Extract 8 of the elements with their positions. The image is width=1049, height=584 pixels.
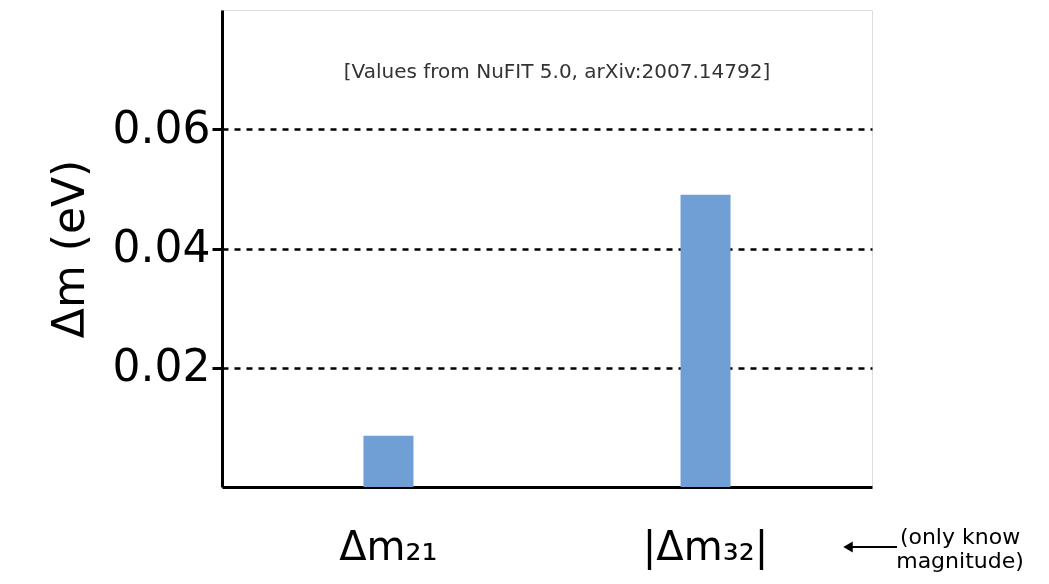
- x-tick-label: Δm₂₁: [339, 522, 438, 569]
- text: (only know magnitude): [896, 524, 1024, 573]
- annotation: [Values from NuFIT 5.0, arXiv:2007.14792]: [343, 59, 771, 83]
- y-tick-label: 0.06: [112, 101, 211, 153]
- y-axis-title: Δm (eV): [42, 159, 94, 339]
- x-tick-label: |Δm₃₂|: [642, 522, 769, 570]
- y-tick-label: 0.04: [112, 221, 211, 272]
- y-tick-label: 0.02: [112, 340, 211, 392]
